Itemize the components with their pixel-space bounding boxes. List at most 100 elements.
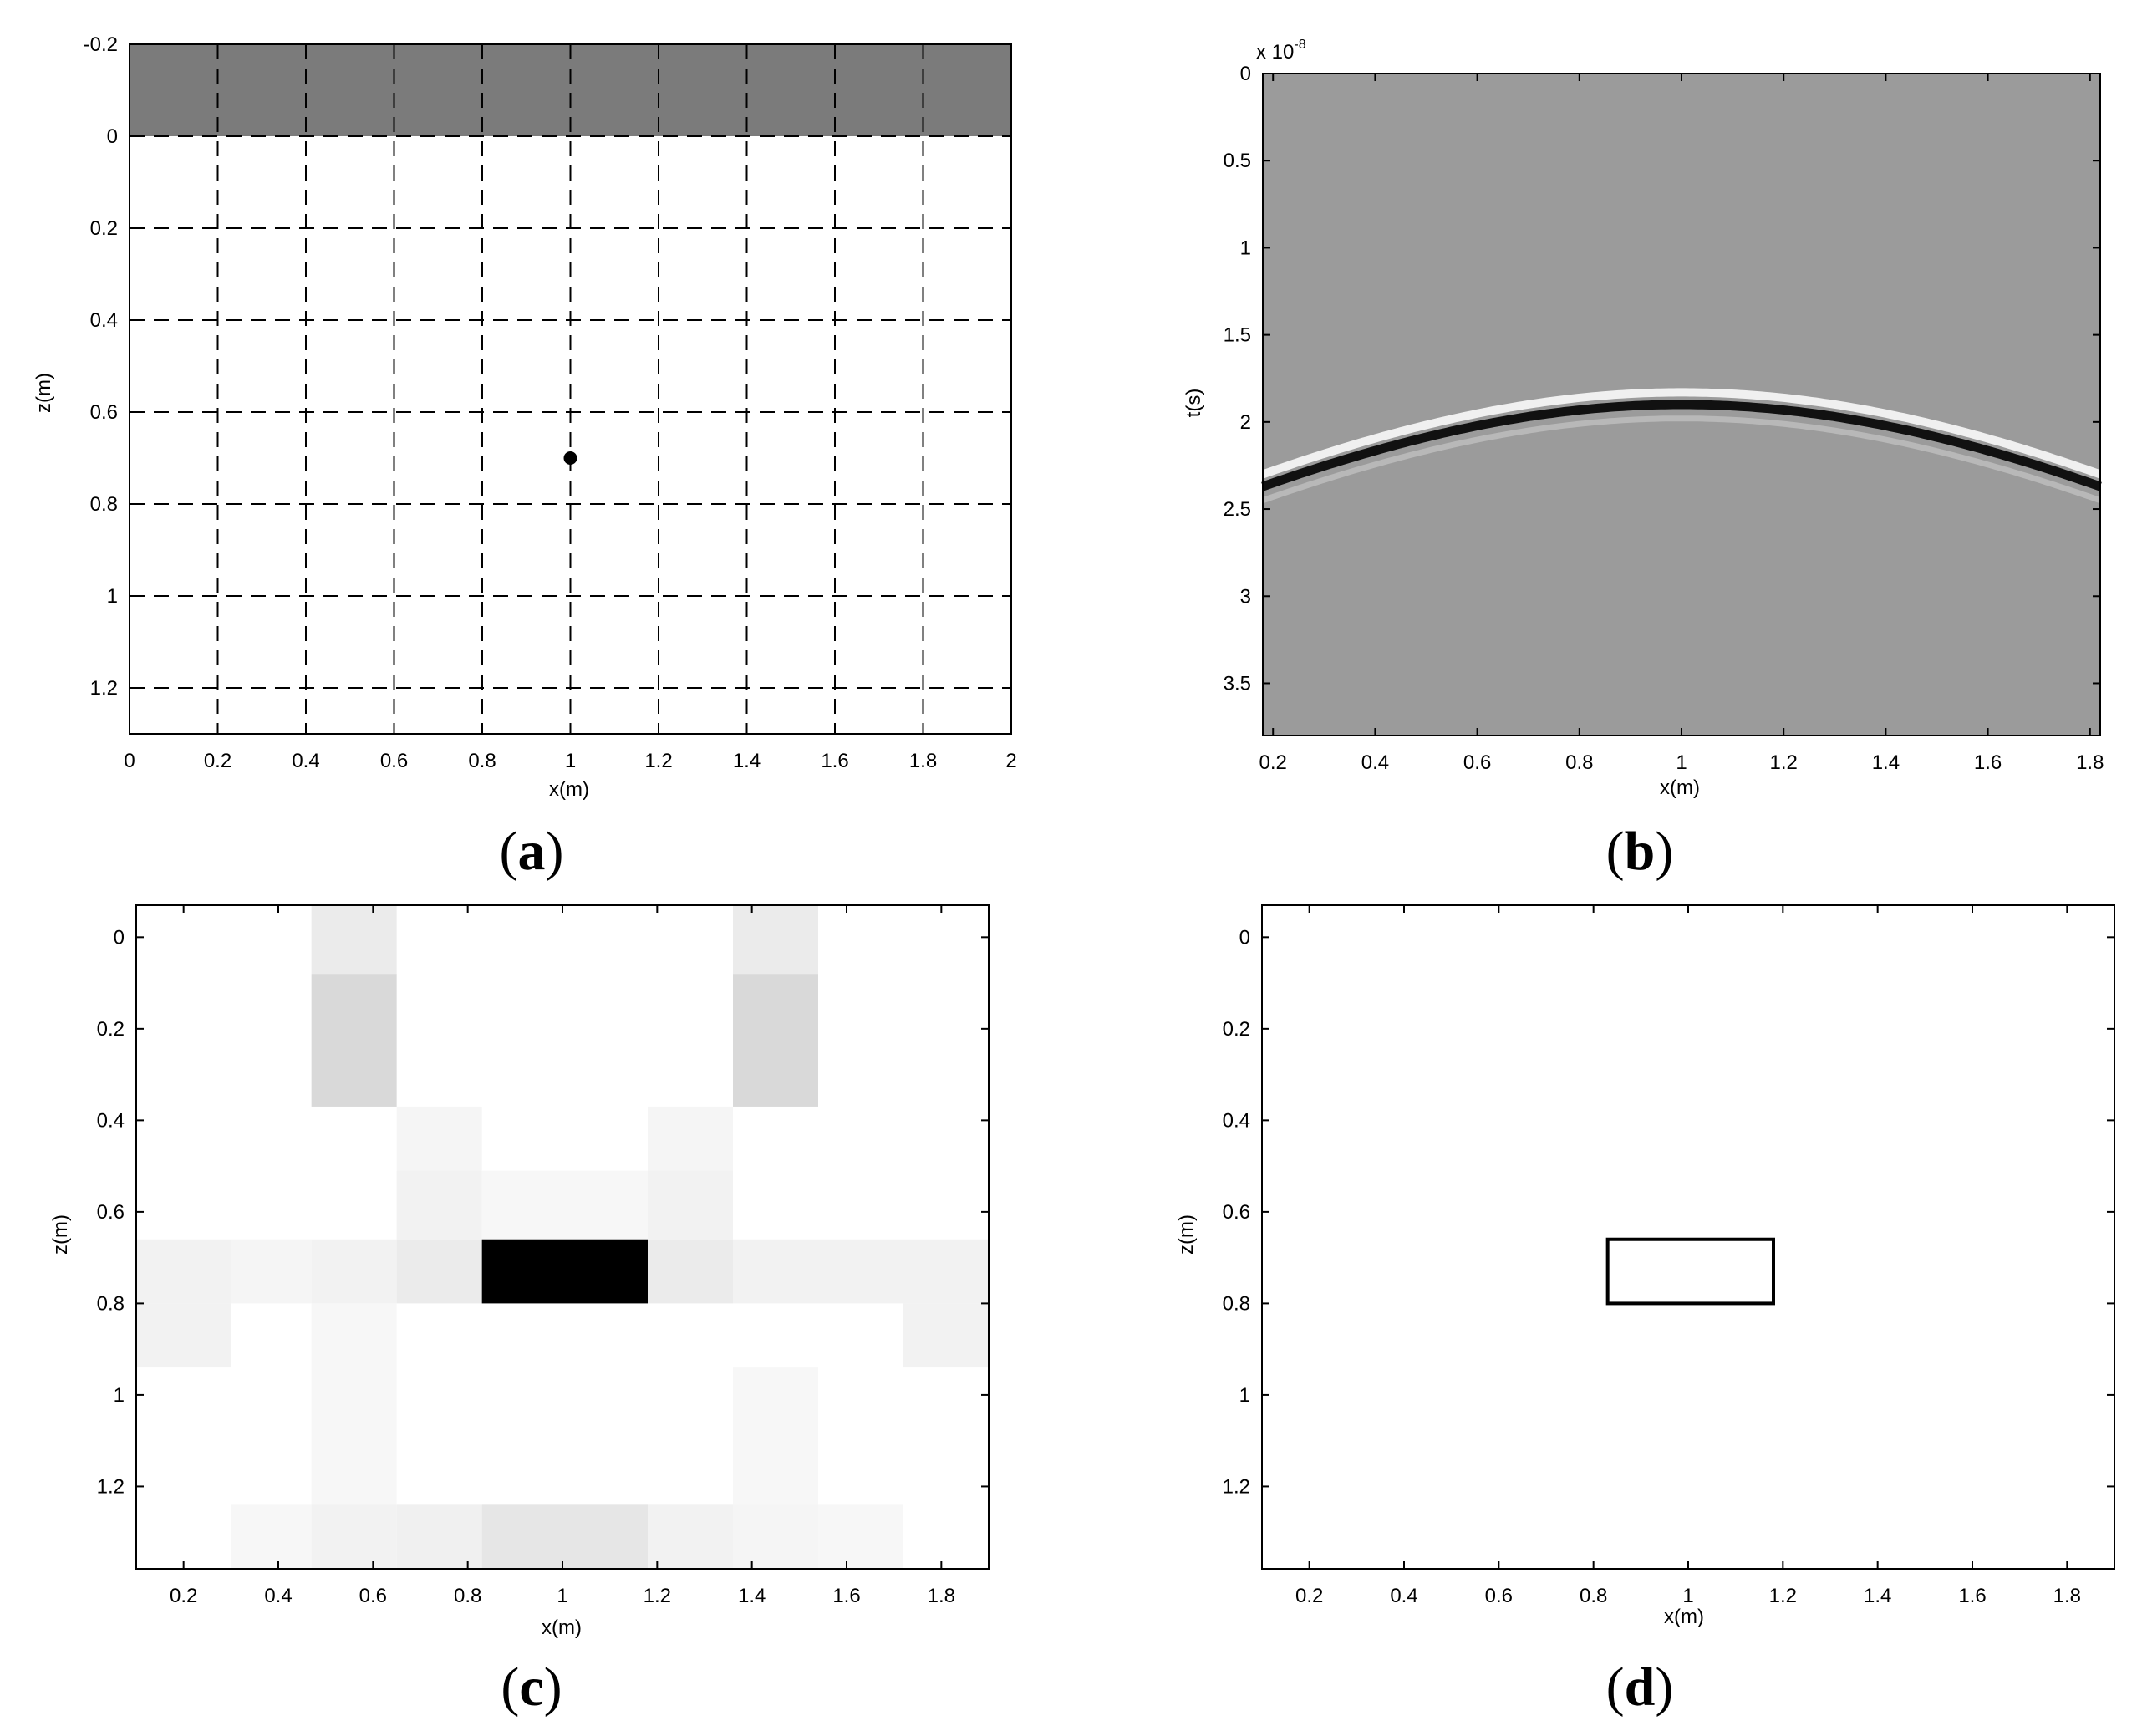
- caption-letter: a: [518, 821, 546, 882]
- x-axis-ticks: 0.2 0.4 0.6 0.8 1 1.2 1.4 1.6 1.8: [1295, 905, 2081, 1607]
- hyperbola-reflection: [1261, 388, 2102, 504]
- inversion-cell: [903, 1303, 989, 1368]
- panel-caption: (a): [500, 821, 564, 882]
- inversion-cell: [648, 1170, 733, 1240]
- x-tick-label: 1: [557, 1585, 567, 1607]
- hyperbola-dark-band: [1261, 400, 2102, 491]
- panel-d-true-target: 0.2 0.4 0.6 0.8 1 1.2 1.4 1.6 1.8 0 0.2 0.4 0.6 0.8 1…: [1175, 904, 2115, 1718]
- hyperbola-bright-band: [1261, 388, 2102, 479]
- x-tick-label: 1.8: [928, 1585, 955, 1607]
- y-axis-label: z(m): [1175, 1214, 1198, 1255]
- x-tick-label: 0.4: [264, 1585, 292, 1607]
- x-tick-label: 0.2: [1295, 1585, 1323, 1607]
- y-tick-label: 0.6: [1223, 1201, 1250, 1224]
- target-point: [563, 451, 577, 465]
- x-tick-label: 1: [1682, 1585, 1693, 1607]
- inversion-cell: [136, 1303, 231, 1368]
- x-tick-label: 1.8: [2053, 1585, 2081, 1607]
- x-tick-label: 0.8: [1565, 751, 1593, 774]
- plot-frame: [1261, 904, 2115, 1570]
- x-tick-label: 1.6: [821, 750, 848, 772]
- y-tick-label: 0: [1239, 926, 1250, 949]
- x-tick-label: 1.2: [1770, 751, 1798, 774]
- caption-close: ): [546, 821, 564, 882]
- inversion-cell: [481, 1170, 648, 1240]
- y-tick-label: 0.8: [1223, 1292, 1250, 1315]
- y-tick-label: 0.5: [1224, 150, 1251, 172]
- inversion-cell: [396, 1170, 482, 1240]
- x-axis-ticks: 0.2 0.4 0.6 0.8 1 1.2 1.4 1.6 1.8: [170, 905, 955, 1607]
- y-axis-ticks: 0 0.2 0.4 0.6 0.8 1 1.2: [97, 926, 989, 1498]
- x-tick-label: 1.4: [1872, 751, 1900, 774]
- x-axis-label: x(m): [1660, 776, 1700, 799]
- y-tick-label: 0: [1240, 63, 1251, 85]
- inversion-cell: [648, 1504, 733, 1569]
- inversion-cell: [231, 1239, 312, 1304]
- y-axis-ticks: 0 0.2 0.4 0.6 0.8 1 1.2: [1223, 926, 2114, 1498]
- inversion-cell: [311, 1303, 397, 1505]
- y-scale-factor: x 10-8: [1256, 38, 1306, 64]
- y-tick-label: 1.5: [1224, 324, 1251, 347]
- caption-open: (: [1606, 821, 1625, 882]
- x-tick-label: 1.2: [644, 750, 672, 772]
- caption-close: ): [1655, 821, 1673, 882]
- y-axis-ticks: 0 0.5 1 1.5 2 2.5 3 3.5: [1224, 63, 2100, 695]
- y-axis-ticks: -0.2 0 0.2 0.4 0.6 0.8 1 1.2: [84, 33, 1011, 700]
- inversion-cell: [733, 1504, 818, 1569]
- inversion-cell: [648, 1239, 733, 1304]
- y-tick-label: -0.2: [84, 33, 118, 56]
- x-tick-label: 1.4: [1864, 1585, 1891, 1607]
- panel-caption: (c): [501, 1657, 562, 1718]
- y-tick-label: 0.8: [90, 493, 118, 516]
- x-tick-label: 1.8: [2076, 751, 2104, 774]
- inversion-cells: [136, 905, 989, 1569]
- caption-open: (: [1606, 1657, 1625, 1718]
- x-axis-ticks: 0 0.2 0.4 0.6 0.8 1 1.2 1.4 1.6 1.8 2: [124, 44, 1017, 772]
- y-tick-label: 1: [1239, 1384, 1250, 1407]
- x-tick-label: 0.2: [170, 1585, 197, 1607]
- caption-close: ): [544, 1657, 562, 1718]
- x-tick-label: 0.8: [1580, 1585, 1607, 1607]
- inversion-cell: [396, 1239, 482, 1304]
- x-tick-label: 0.2: [204, 750, 231, 772]
- caption-letter: c: [519, 1657, 543, 1718]
- hyperbola-trailing-band: [1261, 415, 2102, 504]
- y-tick-label: 2: [1240, 411, 1251, 434]
- y-tick-label: 0.8: [97, 1292, 125, 1315]
- panel-caption: (d): [1606, 1657, 1674, 1718]
- x-axis-label: x(m): [542, 1616, 582, 1639]
- x-tick-label: 1.8: [909, 750, 937, 772]
- y-tick-label: 1.2: [1223, 1475, 1250, 1498]
- x-tick-label: 1.4: [733, 750, 761, 772]
- y-tick-label: 2.5: [1224, 498, 1251, 521]
- x-tick-label: 0.4: [292, 750, 319, 772]
- x-axis-label: x(m): [1664, 1606, 1704, 1628]
- x-tick-label: 0.6: [1463, 751, 1491, 774]
- x-tick-label: 0.2: [1259, 751, 1287, 774]
- x-axis-ticks: 0.2 0.4 0.6 0.8 1 1.2 1.4 1.6 1.8: [1259, 74, 2104, 774]
- x-tick-label: 0.6: [1485, 1585, 1513, 1607]
- x-tick-label: 1.2: [1769, 1585, 1797, 1607]
- y-tick-label: 1: [107, 585, 118, 608]
- inversion-cell: [136, 1239, 231, 1304]
- y-tick-label: 0: [114, 926, 125, 949]
- y-scale-exponent: -8: [1294, 38, 1305, 52]
- panel-c-inversion-result: 0.2 0.4 0.6 0.8 1 1.2 1.4 1.6 1.8 0 0.2 0.4 0.6 0.8 1…: [49, 904, 990, 1718]
- inversion-cell: [818, 1504, 903, 1569]
- x-tick-label: 2: [1005, 750, 1016, 772]
- caption-close: ): [1655, 1657, 1673, 1718]
- x-tick-label: 0.8: [468, 750, 496, 772]
- y-tick-label: 0.6: [90, 401, 118, 424]
- x-tick-label: 1: [1676, 751, 1687, 774]
- y-tick-label: 0.6: [97, 1201, 125, 1224]
- y-scale-base: x 10: [1256, 41, 1294, 64]
- inversion-cell: [311, 974, 397, 1107]
- x-tick-label: 1.6: [1974, 751, 2002, 774]
- dashed-grid: [129, 43, 1012, 734]
- inversion-cell: [311, 1504, 397, 1569]
- y-tick-label: 3: [1240, 585, 1251, 608]
- y-tick-label: 3.5: [1224, 672, 1251, 695]
- caption-letter: d: [1625, 1657, 1656, 1718]
- x-tick-label: 1.2: [644, 1585, 671, 1607]
- target-dot: [563, 451, 577, 465]
